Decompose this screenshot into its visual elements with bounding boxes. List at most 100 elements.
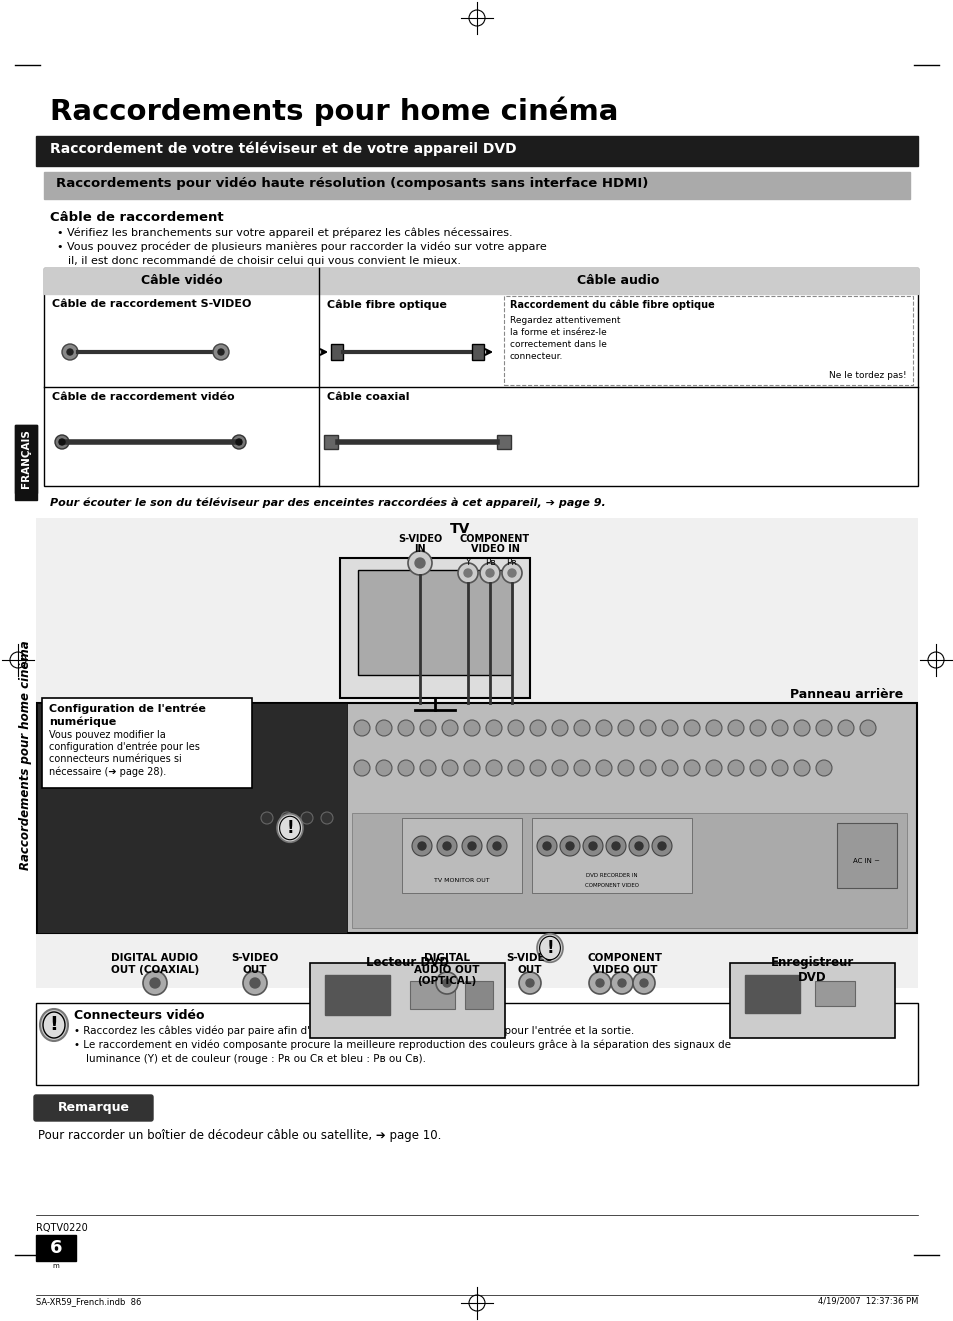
Text: S-VIDEO
OUT: S-VIDEO OUT: [506, 952, 553, 975]
Bar: [44, 268, 917, 486]
Circle shape: [596, 979, 603, 987]
Text: Câble coaxial: Câble coaxial: [327, 392, 409, 402]
Text: !: !: [286, 819, 294, 838]
Ellipse shape: [539, 937, 559, 959]
Circle shape: [727, 720, 743, 736]
Circle shape: [301, 812, 313, 824]
Circle shape: [639, 720, 656, 736]
Circle shape: [479, 563, 499, 583]
Text: correctement dans le: correctement dans le: [510, 339, 606, 349]
Bar: [167, 723, 247, 764]
Circle shape: [436, 972, 457, 993]
Bar: [325, 975, 390, 1015]
Circle shape: [397, 760, 414, 775]
Text: Lecteur DVD: Lecteur DVD: [366, 956, 449, 970]
Circle shape: [574, 720, 589, 736]
Text: Raccordement de votre téléviseur et de votre appareil DVD: Raccordement de votre téléviseur et de v…: [50, 141, 517, 156]
Circle shape: [485, 569, 494, 577]
Circle shape: [419, 720, 436, 736]
Circle shape: [59, 439, 65, 445]
Circle shape: [281, 812, 293, 824]
Circle shape: [618, 720, 634, 736]
Circle shape: [559, 836, 579, 856]
Bar: [36, 1003, 917, 1085]
Bar: [410, 982, 455, 1009]
Circle shape: [463, 569, 472, 577]
Text: Câble vidéo: Câble vidéo: [140, 273, 222, 287]
Circle shape: [705, 720, 721, 736]
Circle shape: [250, 978, 260, 988]
Text: Câble de raccordement S-VIDEO: Câble de raccordement S-VIDEO: [52, 299, 251, 309]
Circle shape: [552, 760, 567, 775]
Circle shape: [749, 760, 765, 775]
Circle shape: [661, 720, 678, 736]
Bar: [36, 1235, 76, 1262]
Text: TV: TV: [450, 522, 470, 536]
Circle shape: [501, 563, 521, 583]
Ellipse shape: [537, 934, 562, 962]
Circle shape: [749, 720, 765, 736]
Text: SA-XR59_French.indb  86: SA-XR59_French.indb 86: [36, 1297, 141, 1306]
Text: Ne le tordez pas!: Ne le tordez pas!: [828, 371, 906, 380]
Circle shape: [610, 972, 633, 993]
Circle shape: [588, 972, 610, 993]
Circle shape: [354, 720, 370, 736]
Circle shape: [375, 760, 392, 775]
Text: Y: Y: [465, 557, 470, 567]
Text: luminance (Y) et de couleur (rouge : Pʀ ou Cʀ et bleu : Pʙ ou Cʙ).: luminance (Y) et de couleur (rouge : Pʀ …: [86, 1054, 426, 1063]
Bar: [729, 963, 894, 1038]
Bar: [744, 975, 800, 1013]
Circle shape: [235, 439, 242, 445]
Bar: [310, 963, 504, 1038]
Bar: [42, 697, 252, 789]
Text: AC IN ~: AC IN ~: [853, 859, 880, 864]
Text: Pour raccorder un boîtier de décodeur câble ou satellite, ➔ page 10.: Pour raccorder un boîtier de décodeur câ…: [38, 1129, 441, 1141]
Text: Connecteurs vidéo: Connecteurs vidéo: [74, 1009, 204, 1022]
Circle shape: [565, 841, 574, 849]
Text: m: m: [52, 1263, 59, 1269]
Circle shape: [442, 979, 451, 987]
Bar: [37, 703, 347, 933]
Circle shape: [633, 972, 655, 993]
Circle shape: [727, 760, 743, 775]
Ellipse shape: [40, 1009, 68, 1041]
Ellipse shape: [276, 814, 303, 843]
Text: Enregistreur
DVD: Enregistreur DVD: [770, 956, 853, 984]
Circle shape: [320, 812, 333, 824]
Circle shape: [651, 836, 671, 856]
Text: Câble de raccordement vidéo: Câble de raccordement vidéo: [52, 392, 234, 402]
Bar: [464, 982, 493, 1009]
Circle shape: [525, 979, 534, 987]
Circle shape: [618, 979, 625, 987]
Text: Raccordement du câble fibre optique: Raccordement du câble fibre optique: [510, 300, 714, 310]
Text: 6: 6: [50, 1239, 62, 1258]
Bar: [15, 425, 37, 493]
Circle shape: [493, 841, 500, 849]
Text: • Le raccordement en vidéo composante procure la meilleure reproduction des coul: • Le raccordement en vidéo composante pr…: [74, 1040, 730, 1050]
Bar: [324, 435, 337, 449]
Circle shape: [658, 841, 665, 849]
Text: la forme et insérez-le: la forme et insérez-le: [510, 328, 606, 337]
Circle shape: [588, 841, 597, 849]
Circle shape: [243, 971, 267, 995]
Circle shape: [530, 760, 545, 775]
Text: DIGITAL AUDIO
OUT (COAXIAL): DIGITAL AUDIO OUT (COAXIAL): [111, 952, 199, 975]
Bar: [357, 569, 512, 675]
Text: Configuration de l'entrée
numérique: Configuration de l'entrée numérique: [49, 704, 206, 727]
Circle shape: [639, 979, 647, 987]
Bar: [532, 818, 691, 893]
Text: FRANÇAIS: FRANÇAIS: [21, 432, 30, 491]
Bar: [331, 343, 343, 361]
Circle shape: [485, 760, 501, 775]
Bar: [836, 823, 896, 888]
Circle shape: [635, 841, 642, 849]
Circle shape: [596, 760, 612, 775]
Bar: [36, 136, 917, 166]
Text: DIGITAL IN: DIGITAL IN: [86, 728, 114, 733]
Ellipse shape: [43, 1012, 65, 1038]
Text: 4/19/2007  12:37:36 PM: 4/19/2007 12:37:36 PM: [817, 1297, 917, 1306]
Bar: [814, 982, 854, 1007]
Bar: [472, 343, 483, 361]
Circle shape: [542, 841, 551, 849]
Bar: [503, 296, 912, 384]
